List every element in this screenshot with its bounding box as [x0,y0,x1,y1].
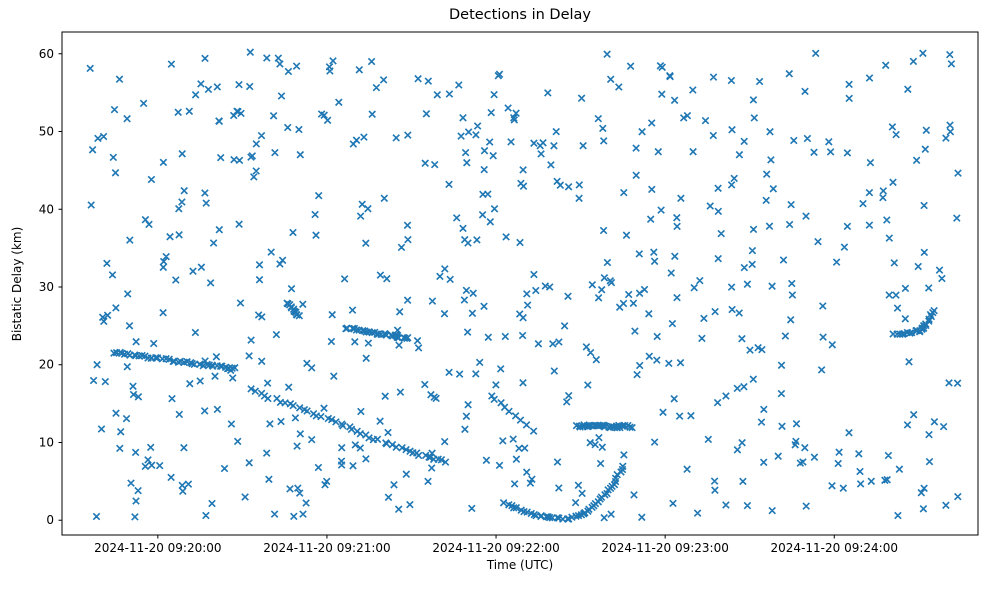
detection-markers [86,48,962,523]
y-tick-label: 30 [39,280,54,294]
y-tick-label: 20 [39,358,54,372]
y-tick-label: 50 [39,125,54,139]
y-tick-label: 10 [39,435,54,449]
x-axis-label: Time (UTC) [486,558,554,572]
x-tick-label: 2024-11-20 09:21:00 [263,541,390,555]
y-tick-label: 60 [39,47,54,61]
x-tick-label: 2024-11-20 09:24:00 [771,541,898,555]
chart-title: Detections in Delay [448,7,591,23]
axes-frame [61,31,979,536]
y-tick-label: 0 [46,513,54,527]
x-tick-label: 2024-11-20 09:20:00 [94,541,221,555]
y-tick-label: 40 [39,202,54,216]
x-tick-label: 2024-11-20 09:22:00 [432,541,559,555]
x-tick-label: 2024-11-20 09:23:00 [601,541,728,555]
